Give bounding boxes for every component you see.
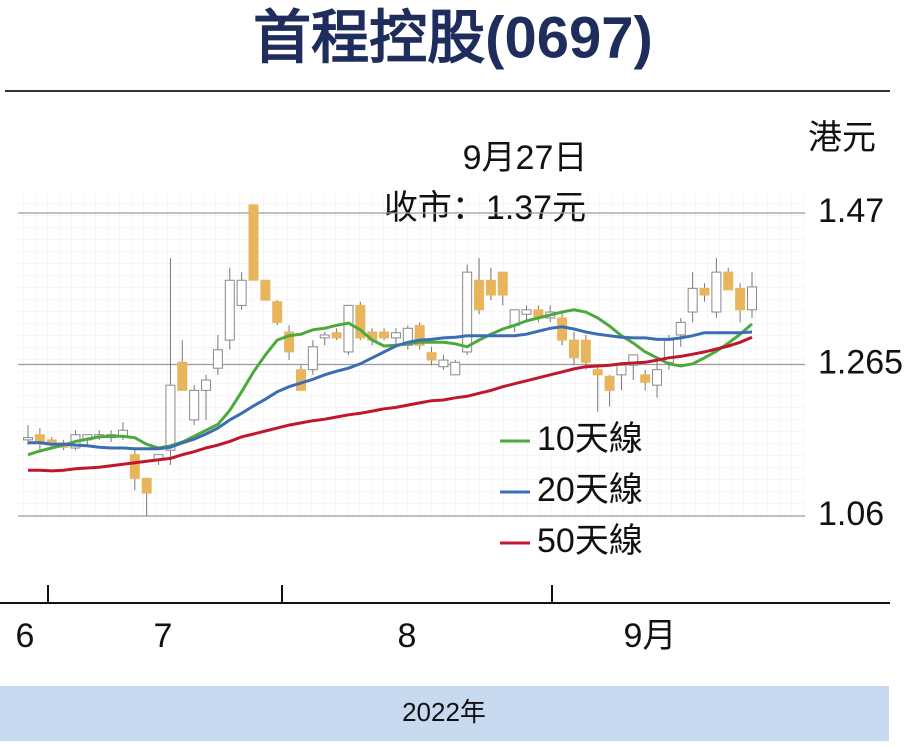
candle-body	[379, 331, 390, 339]
candle-body	[319, 334, 330, 339]
y-tick-label: 1.265	[818, 343, 903, 381]
x-tick-label: 9月	[624, 617, 677, 655]
candle-body	[497, 271, 508, 296]
candle-body	[129, 454, 140, 479]
candle-body	[426, 352, 437, 361]
candle-body	[485, 279, 496, 296]
candle-body	[521, 309, 532, 315]
x-tick-label: 7	[154, 617, 173, 655]
candle-body	[687, 287, 698, 313]
y-tick-label: 1.06	[818, 495, 884, 533]
candle-body	[201, 379, 212, 391]
legend-label: 20天線	[537, 471, 643, 509]
candle-body	[652, 369, 663, 386]
candle-body	[23, 437, 33, 441]
candle-body	[212, 349, 223, 369]
y-tick-label: 1.47	[818, 192, 884, 230]
candle-body	[675, 321, 686, 336]
legend-label: 10天線	[537, 420, 643, 458]
x-tick-label: 8	[398, 617, 417, 655]
candle-body	[438, 359, 449, 368]
year-band	[0, 686, 889, 741]
candle-body	[747, 286, 757, 311]
candle-body	[165, 384, 176, 451]
candle-body	[616, 364, 627, 376]
x-axis-label: 2022年	[402, 697, 486, 727]
ma-line	[28, 325, 753, 451]
candle-body	[628, 354, 639, 366]
candle-body	[604, 375, 615, 391]
candle-body	[177, 361, 188, 391]
candle-body	[735, 287, 746, 311]
legend-label: 50天線	[537, 522, 643, 560]
candle-body	[34, 434, 45, 443]
candle-body	[236, 279, 247, 306]
chart-title: 首程控股(0697)	[253, 5, 653, 70]
candle-body	[355, 304, 366, 339]
candle-body	[141, 477, 152, 494]
candle-body	[284, 331, 295, 353]
candle-body	[580, 339, 591, 363]
candle-body	[699, 287, 710, 296]
candle-body	[189, 389, 200, 421]
candle-body	[224, 279, 235, 341]
candle-body	[260, 279, 271, 301]
candle-body	[331, 332, 342, 339]
candle-body	[307, 346, 318, 371]
candle-body	[343, 304, 354, 353]
x-tick-label: 6	[16, 617, 35, 655]
candle-body	[640, 374, 651, 383]
candle-body	[272, 301, 283, 323]
candle-body	[248, 204, 259, 281]
candle-body	[462, 271, 473, 353]
annotation: 9月27日	[463, 139, 588, 177]
candle-body	[711, 271, 722, 313]
ma-line	[28, 335, 753, 473]
candle-body	[592, 369, 603, 376]
unit-label: 港元	[808, 119, 876, 157]
annotation: 收市：1.37元	[384, 189, 586, 227]
candle-body	[295, 369, 306, 391]
candle-body	[723, 271, 734, 291]
candle-body	[450, 361, 461, 376]
candle-body	[414, 324, 425, 346]
candle-body	[390, 332, 401, 339]
candle-body	[557, 317, 568, 341]
candle-body	[568, 339, 579, 359]
ma-line	[27, 308, 753, 457]
candle-body	[474, 279, 485, 311]
